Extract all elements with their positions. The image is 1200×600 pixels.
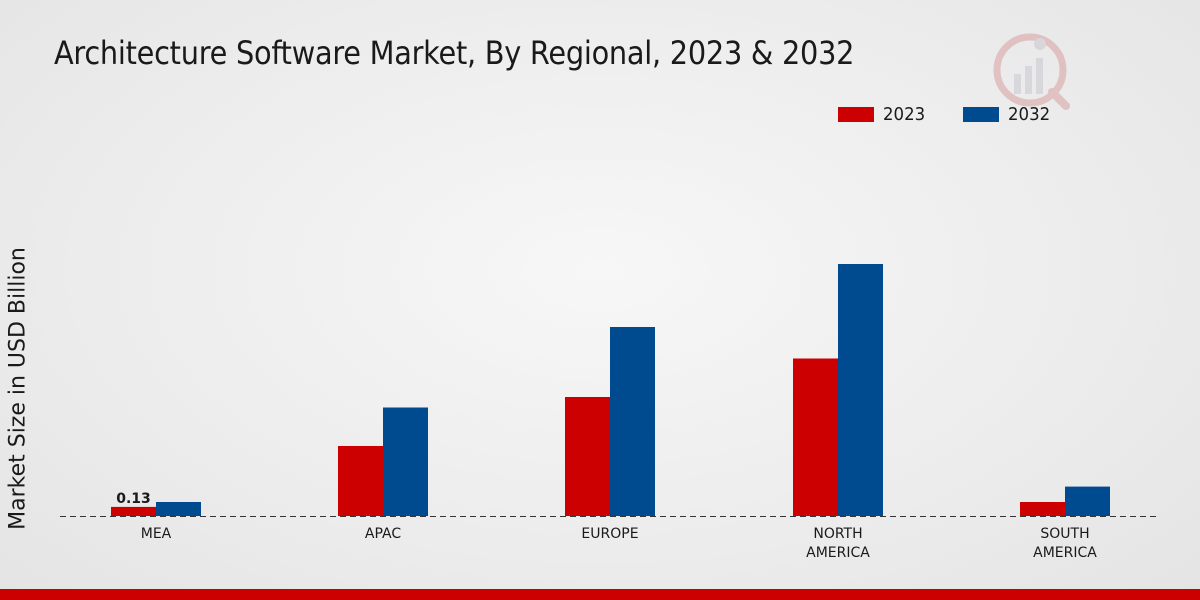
brand-logo-icon — [993, 33, 1070, 110]
data-label: 0.13 — [116, 491, 151, 507]
x-tick-label: NORTH AMERICA — [806, 526, 870, 561]
x-tick-label: APAC — [365, 526, 401, 542]
bar-europe-2023 — [565, 397, 610, 516]
legend-label-2023: 2023 — [883, 104, 926, 125]
x-tick-label: SOUTH AMERICA — [1033, 526, 1097, 561]
bar-apac-2023 — [338, 446, 383, 516]
legend-item-2032: 2032 — [962, 104, 1054, 125]
bar-europe-2032 — [610, 327, 655, 516]
bar-apac-2032 — [383, 407, 428, 516]
legend-item-2023: 2023 — [838, 104, 929, 125]
legend-swatch-2032 — [962, 107, 999, 122]
bar-mea-2023 — [111, 506, 156, 516]
legend-swatch-2023 — [838, 107, 874, 122]
bar-mea-2032 — [156, 502, 201, 516]
bar-south-america-2032 — [1065, 486, 1110, 516]
bar-north-america-2023 — [793, 358, 838, 516]
footer-bar — [0, 589, 1200, 600]
bar-north-america-2032 — [838, 264, 883, 516]
bar-south-america-2023 — [1020, 502, 1065, 516]
legend-label-2032: 2032 — [1007, 104, 1050, 125]
chart-title: Architecture Software Market, By Regiona… — [54, 34, 855, 72]
legend: 2023 2032 — [838, 104, 1088, 125]
x-tick-label: MEA — [141, 526, 172, 542]
x-tick-label: EUROPE — [581, 526, 638, 542]
